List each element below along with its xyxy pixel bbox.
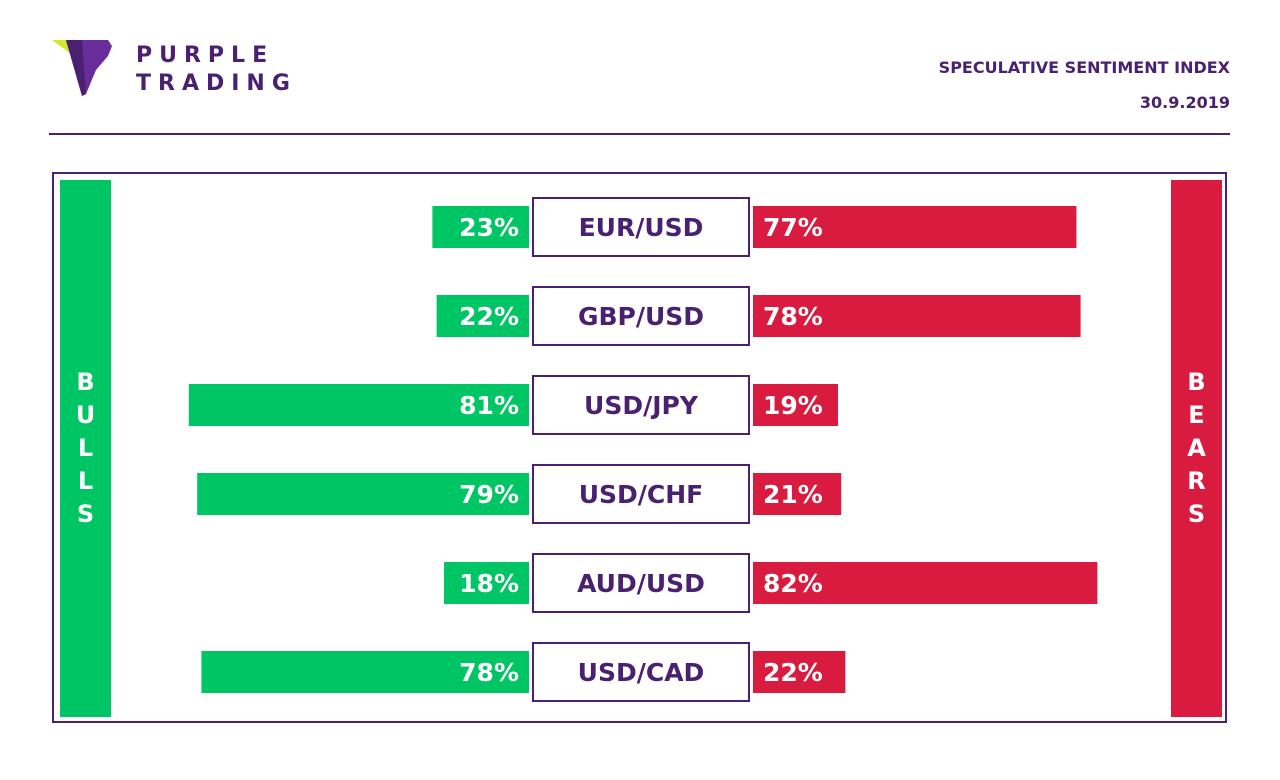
pair-label: AUD/USD (577, 569, 705, 598)
bull-value-label: 18% (459, 569, 519, 598)
chart-frame (52, 172, 1227, 723)
brand-wordmark: PURPLE TRADING (136, 42, 297, 98)
pair-label: USD/CHF (579, 480, 704, 509)
bull-bar (197, 473, 529, 515)
pair-box (532, 197, 750, 257)
bull-bar (201, 651, 529, 693)
bear-bar (753, 384, 838, 426)
bulls-label-letter: L (77, 467, 94, 495)
report-date: 30.9.2019 (1139, 93, 1230, 112)
bear-value-label: 78% (763, 302, 823, 331)
bear-value-label: 21% (763, 480, 823, 509)
pair-box (532, 286, 750, 346)
page-title: SPECULATIVE SENTIMENT INDEX (938, 58, 1230, 77)
pair-label: EUR/USD (579, 213, 704, 242)
bears-label-letter: R (1187, 467, 1206, 495)
bull-value-label: 22% (459, 302, 519, 331)
pair-label: USD/JPY (584, 391, 699, 420)
bear-bar (753, 295, 1081, 337)
pair-box (532, 642, 750, 702)
bear-bar (753, 473, 842, 515)
bulls-label-letter: L (77, 434, 94, 462)
pair-box (532, 375, 750, 435)
bear-bar (753, 562, 1098, 604)
pair-label: GBP/USD (578, 302, 704, 331)
bears-label-letter: S (1187, 500, 1206, 528)
bull-bar (188, 384, 530, 426)
pair-box (532, 464, 750, 524)
bull-bar (436, 295, 529, 337)
bears-label-letter: B (1187, 368, 1206, 396)
bull-value-label: 79% (459, 480, 519, 509)
bear-value-label: 82% (763, 569, 823, 598)
bear-value-label: 22% (763, 658, 823, 687)
bear-bar (753, 206, 1077, 248)
purple-trading-logo-icon (52, 40, 112, 96)
bear-bar (753, 651, 846, 693)
bull-value-label: 23% (459, 213, 519, 242)
bear-value-label: 77% (763, 213, 823, 242)
brand-line-1: PURPLE (136, 43, 275, 68)
bears-label-letter: E (1188, 401, 1205, 429)
bear-value-label: 19% (763, 391, 823, 420)
bulls-label-letter: S (76, 500, 95, 528)
brand-logo: PURPLE TRADING (52, 40, 322, 100)
bulls-label-letter: U (75, 401, 96, 429)
bull-bar (432, 206, 529, 248)
bulls-label-letter: B (76, 368, 95, 396)
brand-line-2: TRADING (136, 71, 297, 96)
bull-value-label: 81% (459, 391, 519, 420)
header-divider (49, 133, 1230, 135)
bears-label-letter: A (1187, 434, 1206, 462)
pair-box (532, 553, 750, 613)
pair-label: USD/CAD (578, 658, 705, 687)
bull-value-label: 78% (459, 658, 519, 687)
bull-bar (444, 562, 529, 604)
